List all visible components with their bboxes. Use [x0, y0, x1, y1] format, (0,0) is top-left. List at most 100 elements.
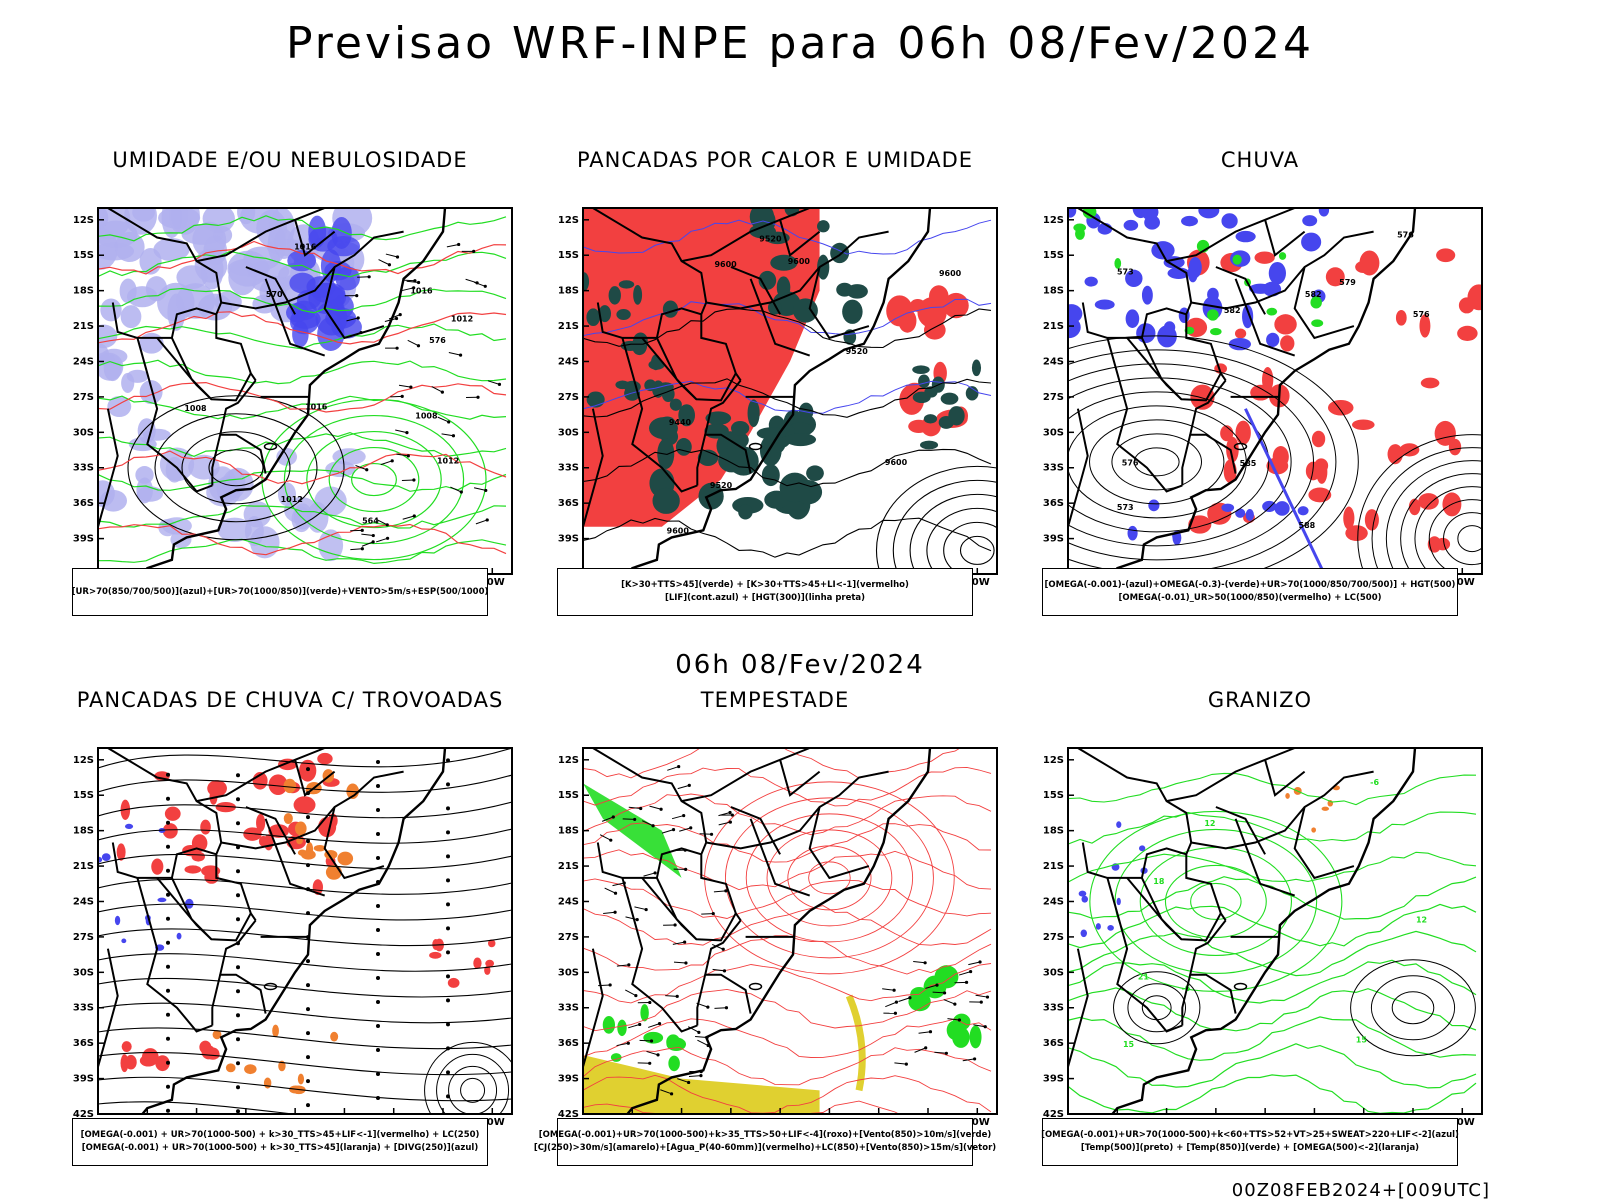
contour-label: 579	[1339, 278, 1356, 287]
panel-title: CHUVA	[1040, 148, 1480, 172]
field-blob	[115, 916, 120, 925]
streamline-arrow	[376, 760, 380, 764]
streamline	[98, 1003, 512, 1023]
border-line	[1107, 338, 1182, 492]
field-blob	[847, 284, 868, 299]
streamline-arrow	[376, 808, 380, 812]
field-blob	[205, 1047, 219, 1058]
contour-line	[1068, 1044, 1476, 1088]
field-blob	[1142, 286, 1153, 305]
streamline-arrow	[306, 1055, 310, 1059]
lat-tick-label: 18S	[73, 286, 94, 297]
wind-vector-head	[725, 1006, 728, 1009]
wind-vector	[678, 785, 690, 788]
lat-tick-label: 15S	[558, 790, 579, 801]
lat-tick-label: 18S	[73, 826, 94, 837]
wind-vector	[934, 1052, 946, 1053]
lat-tick-label: 30S	[558, 427, 579, 438]
lat-tick-label: 39S	[558, 534, 579, 545]
jet-stream-area	[583, 1055, 820, 1120]
field-blob	[1285, 793, 1290, 799]
streamline-arrow	[166, 1013, 170, 1017]
wind-vector-head	[633, 818, 636, 821]
field-blob	[1229, 338, 1251, 350]
wind-vector	[376, 538, 387, 542]
wind-vector-head	[413, 514, 416, 517]
wind-vector-head	[636, 918, 639, 921]
panel-title: PANCADAS POR CALOR E UMIDADE	[555, 148, 995, 172]
field-blob	[1142, 204, 1159, 220]
field-blob	[1266, 333, 1279, 347]
legend-pancadas-calor: [K>30+TTS>45](verde) + [K>30+TTS>45+LI<-…	[557, 568, 973, 616]
lat-tick-label: 24S	[1043, 896, 1064, 907]
field-blob	[1322, 807, 1329, 811]
contour-label: 9600	[788, 257, 811, 266]
wind-vector-head	[677, 765, 680, 768]
lat-tick-label: 33S	[558, 463, 579, 474]
lat-tick-label: 12S	[1043, 755, 1064, 766]
wind-vector-head	[476, 396, 479, 399]
border-line	[697, 975, 705, 1026]
lat-tick-label: 33S	[1043, 463, 1064, 474]
wind-vector-head	[986, 995, 989, 998]
field-blob	[1266, 308, 1277, 316]
field-blob	[1280, 335, 1294, 351]
contour-label: 1012	[281, 495, 303, 504]
field-blob	[1275, 501, 1290, 516]
wind-vector-head	[634, 994, 637, 997]
wind-vector	[714, 1008, 726, 1009]
lat-tick-label: 12S	[558, 215, 579, 226]
contour-line	[1444, 513, 1501, 565]
wind-vector-head	[684, 868, 687, 871]
field-blob	[332, 295, 354, 319]
legend-granizo: [OMEGA(-0.001)+UR>70(1000-500)+k<60+TTS>…	[1042, 1118, 1458, 1166]
wind-vector	[447, 244, 459, 246]
wind-vector-head	[457, 243, 460, 246]
wind-vector	[466, 279, 477, 283]
lat-tick-label: 21S	[558, 861, 579, 872]
contour-label: 9600	[885, 458, 908, 467]
lat-tick-label: 12S	[73, 755, 94, 766]
streamline-arrow	[236, 1013, 240, 1017]
streamline-arrow	[376, 904, 380, 908]
legend-line: [OMEGA(-0.001)+UR>70(1000-500)+k<60+TTS>…	[1041, 1129, 1459, 1142]
field-blob	[1312, 431, 1325, 447]
streamline-arrow	[166, 965, 170, 969]
field-blob	[298, 1074, 304, 1085]
lat-tick-label: 12S	[1043, 215, 1064, 226]
field-blob	[157, 898, 166, 902]
field-blob	[289, 273, 315, 294]
streamline-arrow	[446, 974, 450, 978]
field-blob	[318, 529, 343, 561]
wind-vector	[476, 520, 487, 524]
wind-vector	[665, 996, 677, 997]
lagoon	[750, 983, 762, 989]
wind-vector-head	[706, 1006, 709, 1009]
wind-vector-head	[653, 871, 656, 874]
wind-vector	[361, 534, 373, 535]
lat-tick-label: 15S	[1043, 250, 1064, 261]
wind-vector	[379, 260, 390, 265]
field-blob	[1233, 255, 1242, 265]
lat-tick-label: 36S	[558, 498, 579, 509]
panel-title: PANCADAS DE CHUVA C/ TROVOADAS	[70, 688, 510, 712]
contour-label: -6	[1370, 778, 1379, 787]
wind-vector-head	[710, 833, 713, 836]
wind-vector-head	[361, 547, 364, 550]
wind-vector-head	[372, 534, 375, 537]
contour-label: 564	[362, 517, 379, 526]
streamline-arrow	[166, 1037, 170, 1041]
field-blob	[184, 865, 201, 873]
field-blob	[1235, 328, 1246, 338]
contour-line	[307, 432, 441, 528]
border-line	[220, 380, 265, 473]
lat-tick-label: 36S	[73, 1038, 94, 1049]
field-blob	[1436, 248, 1455, 262]
field-blob	[1136, 323, 1155, 343]
streamline-arrow	[306, 815, 310, 819]
wind-vector	[919, 1032, 931, 1034]
wind-vector-head	[386, 537, 389, 540]
wind-vector	[662, 830, 673, 834]
wind-vector-head	[682, 814, 685, 817]
